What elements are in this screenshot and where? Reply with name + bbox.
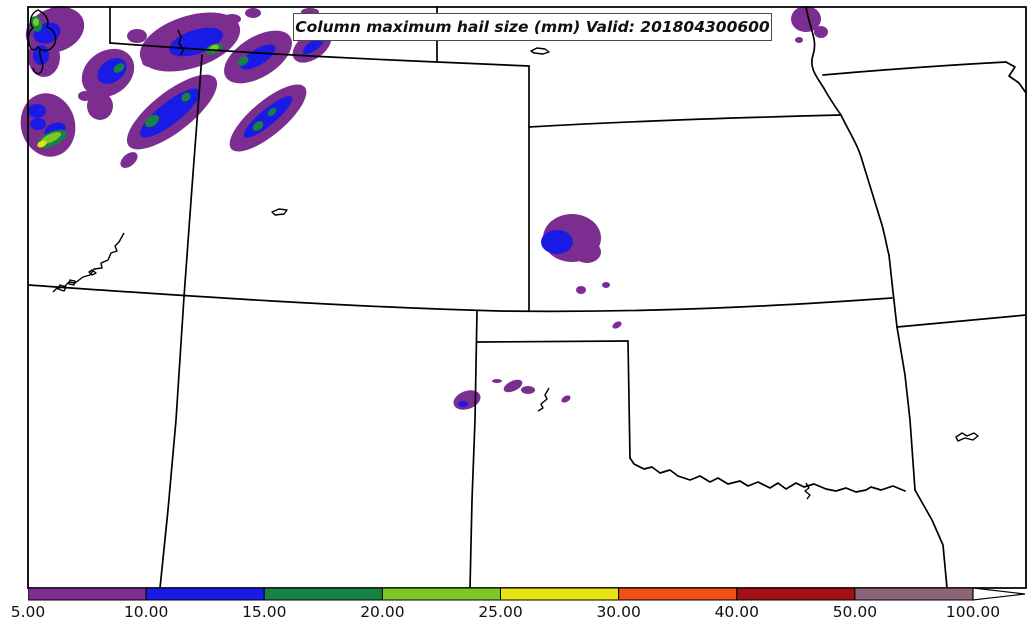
colorbar-segment-25mm: [500, 587, 620, 601]
colorbar-segment-10mm: [145, 587, 265, 601]
state-border-layer: [27, 6, 1027, 589]
border-missouri-river-ne-ia-mo: [805, 6, 890, 256]
hail-patch-15mm: [237, 56, 249, 66]
border-newmexico-east-103w: [469, 310, 478, 589]
border-nebraska-kansas-40n: [528, 114, 842, 128]
hail-patch-5mm: [453, 390, 481, 410]
hail-patch-10mm: [33, 45, 49, 65]
colorbar-tick-label: 30.00: [596, 603, 641, 621]
hail-patch-5mm: [791, 6, 821, 32]
colorbar-segment-15mm: [263, 587, 383, 601]
hail-patch-25mm: [37, 140, 47, 148]
hail-patch-5mm: [561, 395, 571, 403]
lake-lake-mcconaughy: [530, 47, 550, 55]
border-missouri-arkansas-36-5n: [896, 314, 1027, 328]
hail-patch-5mm: [602, 282, 610, 288]
map-title-box: Column maximum hail size (mm) Valid: 201…: [293, 13, 772, 41]
colorbar: [28, 587, 1026, 601]
border-red-river-ok-tx: [629, 457, 906, 493]
hail-patch-5mm: [814, 26, 828, 38]
lake-layer: [27, 9, 979, 500]
hail-patch-10mm: [302, 37, 324, 55]
hail-patch-5mm: [78, 91, 92, 101]
lake-lake-powell-arm-2: [68, 279, 76, 286]
hail-patch-10mm: [28, 104, 46, 118]
hail-patch-20mm: [40, 132, 62, 144]
colorbar-tick-label: 10.00: [123, 603, 169, 621]
map-title: Column maximum hail size (mm) Valid: 201…: [295, 18, 770, 36]
hail-patch-15mm: [252, 121, 264, 131]
map-frame: [27, 6, 1027, 589]
colorbar-tick-label: 100.00: [945, 603, 1001, 621]
lake-flaming-gorge-reservoir: [177, 29, 184, 56]
hail-patch-5mm: [492, 379, 502, 383]
colorbar-extend-arrow: [972, 587, 1026, 601]
hail-patch-10mm: [240, 44, 276, 70]
hail-patch-15mm: [144, 114, 160, 128]
border-parallel-37n-co-nm-ks-ok: [27, 284, 893, 313]
hail-patch-20mm: [33, 18, 39, 26]
hail-patch-15mm: [267, 108, 277, 116]
hail-patch-5mm: [20, 93, 76, 157]
border-parallel-41n-wyoming-south: [109, 42, 530, 67]
lake-bear-lake: [27, 9, 57, 52]
hail-patch-5mm: [127, 29, 147, 43]
colorbar-segment-40mm: [736, 587, 856, 601]
border-iowa-missouri: [822, 61, 1027, 94]
lake-lake-powell: [52, 232, 125, 293]
colorbar-tick-label: 15.00: [242, 603, 287, 621]
hail-patch-5mm: [223, 14, 241, 24]
lake-table-rock-lake: [955, 432, 979, 442]
border-utah-colorado-arizona-newmexico-109w: [159, 54, 203, 589]
hail-patch-5mm: [120, 152, 138, 168]
hail-patch-5mm: [142, 57, 158, 67]
colorbar-tick-label: 20.00: [360, 603, 405, 621]
border-texas-arkansas: [914, 489, 948, 589]
hail-patch-5mm: [521, 386, 535, 394]
hail-patch-5mm: [245, 8, 261, 18]
colorbar-segment-30mm: [618, 587, 738, 601]
colorbar-segment-5mm: [28, 587, 147, 601]
colorbar-tick-label: 50.00: [832, 603, 878, 621]
hail-patch-5mm: [48, 6, 72, 18]
hail-patch-5mm: [573, 241, 601, 263]
hail-patch-15mm: [113, 63, 125, 73]
hail-layer: [20, 6, 828, 410]
hail-patch-5mm: [612, 321, 622, 329]
colorbar-tick-label: 40.00: [714, 603, 759, 621]
hail-patch-15mm: [181, 92, 191, 102]
border-kansas-missouri-oklahoma-arkansas: [888, 254, 916, 491]
hail-patch-5mm: [576, 286, 586, 294]
hail-patch-5mm: [795, 37, 803, 43]
colorbar-tick-label: 5.00: [10, 603, 46, 621]
hail-patch-10mm: [458, 401, 468, 407]
colorbar-tick-label: 25.00: [478, 603, 523, 621]
hail-patch-10mm: [30, 118, 46, 130]
lake-lake-powell-arm-3: [88, 269, 97, 276]
hail-patch-10mm: [541, 230, 573, 254]
hail-patch-5mm: [87, 92, 113, 120]
lake-lake-meredith-canadian-river: [537, 387, 550, 412]
hail-patch-5mm: [503, 379, 523, 393]
colorbar-segment-20mm: [381, 587, 501, 601]
colorbar-segment-50mm: [854, 587, 974, 601]
lake-blue-mesa-reservoir: [271, 208, 288, 216]
border-texas-oklahoma-100w: [627, 340, 631, 459]
border-texas-oklahoma-panhandle-36-5n: [476, 340, 629, 343]
lake-bear-lake-tail: [32, 47, 44, 75]
